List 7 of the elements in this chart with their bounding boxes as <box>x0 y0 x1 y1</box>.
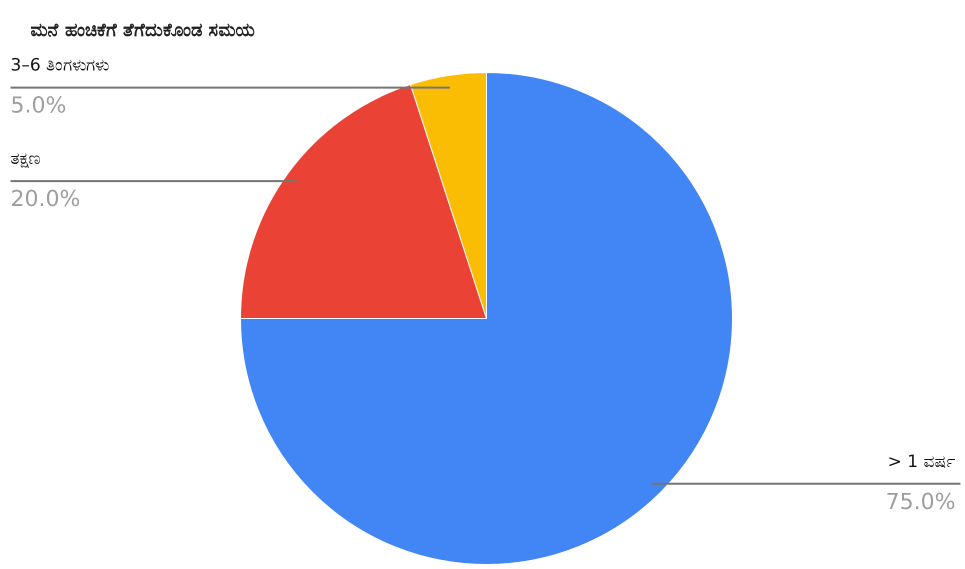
slice-label: > 1 ವರ್ಷ <box>888 452 956 472</box>
chart-title: ಮನೆ ಹಂಚಿಕೆಗೆ ತೆಗೆದುಕೊಂಡ ಸಮಯ <box>30 20 254 41</box>
slice-label: 3–6 ತಿಂಗಳುಗಳು <box>10 56 110 76</box>
data-label: 5.0% <box>10 94 66 119</box>
data-label: 75.0% <box>886 490 956 515</box>
data-label: 20.0% <box>10 187 80 212</box>
slice-label: ತಕ್ಷಣ <box>10 149 40 170</box>
